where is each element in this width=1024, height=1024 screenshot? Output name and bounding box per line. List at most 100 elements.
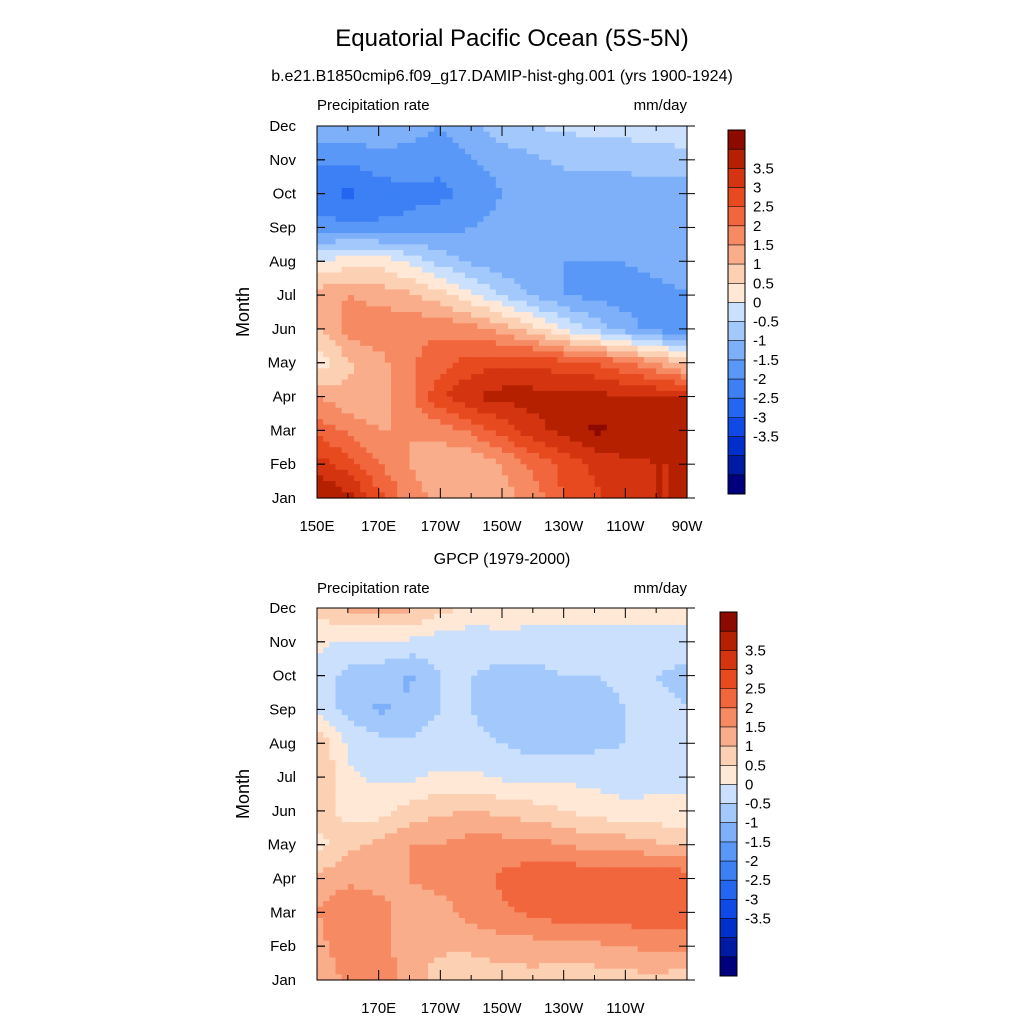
heatmap-cell — [514, 452, 522, 460]
heatmap-cell — [600, 312, 608, 319]
heatmap-cell — [384, 385, 392, 392]
heatmap-cell — [613, 486, 620, 493]
heatmap-cell — [674, 283, 682, 291]
heatmap-cell — [452, 402, 460, 409]
heatmap-cell — [569, 154, 577, 161]
heatmap-cell — [551, 624, 559, 632]
heatmap-cell — [582, 148, 589, 155]
heatmap-cell — [428, 390, 435, 398]
heatmap-cell — [563, 334, 571, 341]
heatmap-cell — [588, 458, 596, 465]
heatmap-cells — [317, 608, 688, 981]
heatmap-cell — [360, 430, 367, 437]
heatmap-cell — [514, 385, 522, 392]
heatmap-cell — [539, 608, 546, 615]
heatmap-cell — [354, 413, 361, 420]
heatmap-cell — [434, 300, 441, 307]
heatmap-cell — [452, 221, 460, 229]
heatmap-cell — [397, 340, 404, 347]
heatmap-cell — [520, 142, 528, 150]
heatmap-cell — [532, 159, 540, 167]
heatmap-cell — [532, 374, 540, 381]
heatmap-cell — [360, 458, 367, 465]
heatmap-cell — [323, 221, 330, 229]
heatmap-cell — [471, 458, 478, 465]
heatmap-cell — [366, 272, 374, 279]
heatmap-cell — [354, 131, 361, 138]
heatmap-cell — [421, 131, 429, 138]
heatmap-cell — [526, 619, 534, 626]
heatmap-cell — [323, 193, 330, 200]
heatmap-cell — [409, 244, 417, 251]
heatmap-cell — [588, 126, 596, 133]
heatmap-cell — [471, 334, 478, 341]
heatmap-cell — [502, 486, 509, 493]
heatmap-cell — [576, 317, 583, 324]
heatmap-cell — [502, 636, 509, 643]
heatmap-cell — [576, 278, 583, 285]
heatmap-cell — [569, 306, 577, 313]
heatmap-cell — [539, 441, 546, 448]
heatmap-cell — [508, 613, 515, 620]
heatmap-cell — [569, 390, 577, 398]
heatmap-cell — [582, 328, 589, 336]
y-tick-label: Jul — [277, 287, 296, 304]
heatmap-cell — [428, 464, 435, 471]
heatmap-cell — [354, 362, 361, 369]
heatmap-cell — [360, 199, 367, 206]
heatmap-cell — [656, 238, 663, 245]
heatmap-cell — [409, 142, 417, 150]
heatmap-cell — [434, 664, 441, 671]
colorbar-label: -1 — [753, 333, 766, 350]
heatmap-cell — [582, 469, 589, 477]
heatmap-cell — [557, 675, 565, 682]
heatmap-cell — [526, 317, 534, 324]
heatmap-cell — [440, 362, 448, 369]
heatmap-cell — [625, 323, 633, 330]
heatmap-cell — [421, 647, 429, 654]
heatmap-cell — [520, 233, 528, 240]
heatmap-cell — [680, 647, 688, 654]
heatmap-cell — [526, 658, 534, 665]
heatmap-cell — [643, 481, 651, 488]
heatmap-cell — [508, 250, 515, 257]
heatmap-cell — [600, 289, 608, 296]
heatmap-cell — [397, 641, 404, 649]
heatmap-cell — [495, 165, 503, 172]
heatmap-cell — [508, 385, 515, 392]
heatmap-cell — [526, 266, 534, 274]
heatmap-cell — [569, 464, 577, 471]
heatmap-cell — [421, 142, 429, 150]
heatmap-cell — [317, 641, 324, 649]
heatmap-cell — [440, 419, 448, 426]
heatmap-cell — [588, 345, 596, 353]
heatmap-cell — [637, 368, 645, 375]
heatmap-cell — [471, 357, 478, 364]
heatmap-cell — [631, 664, 639, 671]
heatmap-cell — [409, 681, 417, 688]
heatmap-cell — [372, 126, 380, 133]
heatmap-cell — [323, 126, 330, 133]
heatmap-cell — [341, 312, 349, 319]
heatmap-cell — [650, 396, 657, 403]
heatmap-cell — [600, 436, 608, 443]
heatmap-cell — [662, 221, 670, 229]
heatmap-cell — [606, 323, 614, 330]
heatmap-cell — [317, 137, 324, 144]
heatmap-cell — [557, 238, 565, 245]
heatmap-cell — [569, 613, 577, 620]
heatmap-cell — [347, 142, 355, 150]
heatmap-cell — [354, 278, 361, 285]
heatmap-cell — [539, 664, 546, 671]
heatmap-cell — [495, 289, 503, 296]
heatmap-cell — [625, 221, 633, 229]
heatmap-cell — [446, 664, 454, 671]
heatmap-cell — [606, 424, 614, 431]
heatmap-cell — [557, 323, 565, 330]
heatmap-cell — [489, 244, 497, 251]
heatmap-cell — [674, 137, 682, 144]
heatmap-cell — [495, 159, 503, 167]
heatmap-cell — [662, 675, 670, 682]
heatmap-cell — [458, 272, 466, 279]
